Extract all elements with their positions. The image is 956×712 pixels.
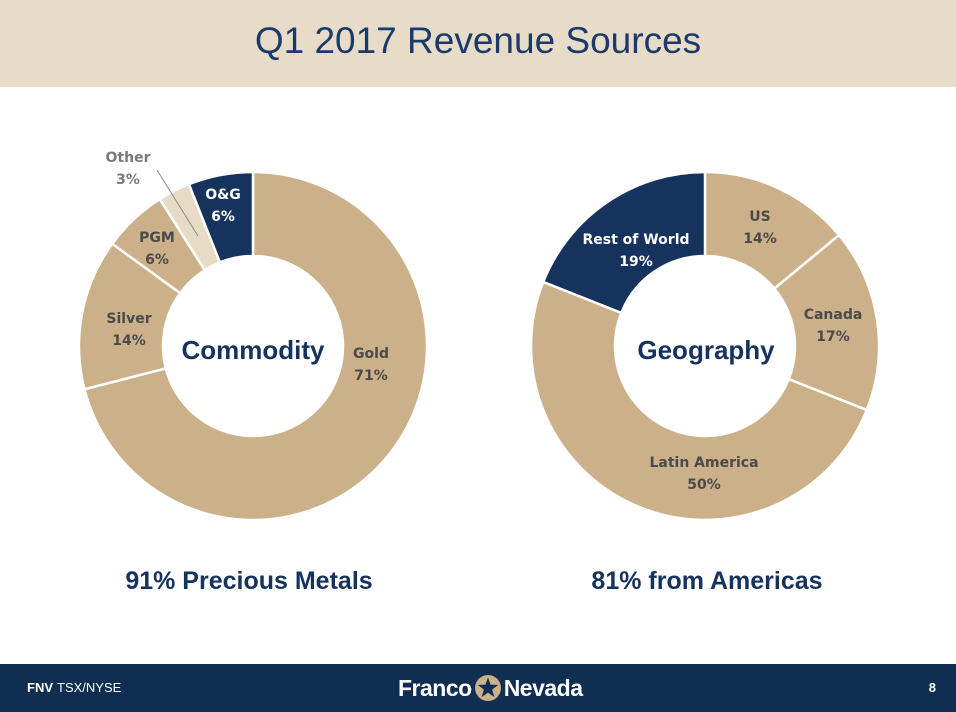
ticker-symbol: FNV <box>27 680 53 695</box>
slice-value-other: 3% <box>116 172 140 188</box>
slice-value-pgm: 6% <box>145 252 169 268</box>
ticker: FNV TSX/NYSE <box>27 680 121 695</box>
slice-value-silver: 14% <box>112 333 146 349</box>
slice-label-gold: Gold <box>353 346 389 362</box>
slice-label-us: US <box>749 209 770 225</box>
slice-label-rest-of-world: Rest of World <box>582 232 689 248</box>
title-band: Q1 2017 Revenue Sources <box>0 0 956 87</box>
ticker-exchange: TSX/NYSE <box>57 680 122 695</box>
franco-nevada-logo: Franco Nevada <box>398 673 583 703</box>
slice-label-silver: Silver <box>106 311 151 327</box>
slice-gold <box>82 170 429 522</box>
donut-center-label-geography: Geography <box>637 335 775 365</box>
logo-text-nevada: Nevada <box>503 674 583 701</box>
slice-label-pgm: PGM <box>139 230 175 246</box>
slice-value-rest-of-world: 19% <box>619 254 653 270</box>
page-title: Q1 2017 Revenue Sources <box>254 20 702 61</box>
slice-label-o-g: O&G <box>205 187 241 203</box>
slice-value-gold: 71% <box>354 368 388 384</box>
logo-text-franco: Franco <box>398 674 472 701</box>
page-number: 8 <box>928 680 936 695</box>
leader-line-other <box>156 169 199 237</box>
slice-rest-of-world <box>541 170 707 315</box>
caption-americas: 81% from Americas <box>591 567 823 595</box>
slice-label-latin-america: Latin America <box>649 455 758 471</box>
caption-precious-metals: 91% Precious Metals <box>125 567 373 595</box>
donut-center-label-commodity: Commodity <box>182 335 326 365</box>
footer-bar: FNV TSX/NYSE Franco Nevada 8 <box>0 664 956 712</box>
star-icon <box>474 675 501 701</box>
slice-value-canada: 17% <box>816 329 850 345</box>
slice-value-latin-america: 50% <box>687 477 721 493</box>
slice-latin-america <box>529 280 869 522</box>
slice-label-other: Other <box>106 150 151 166</box>
slice-value-o-g: 6% <box>211 209 235 225</box>
slice-value-us: 14% <box>743 231 777 247</box>
slice-o-g <box>187 170 255 264</box>
slice-label-canada: Canada <box>804 307 863 323</box>
